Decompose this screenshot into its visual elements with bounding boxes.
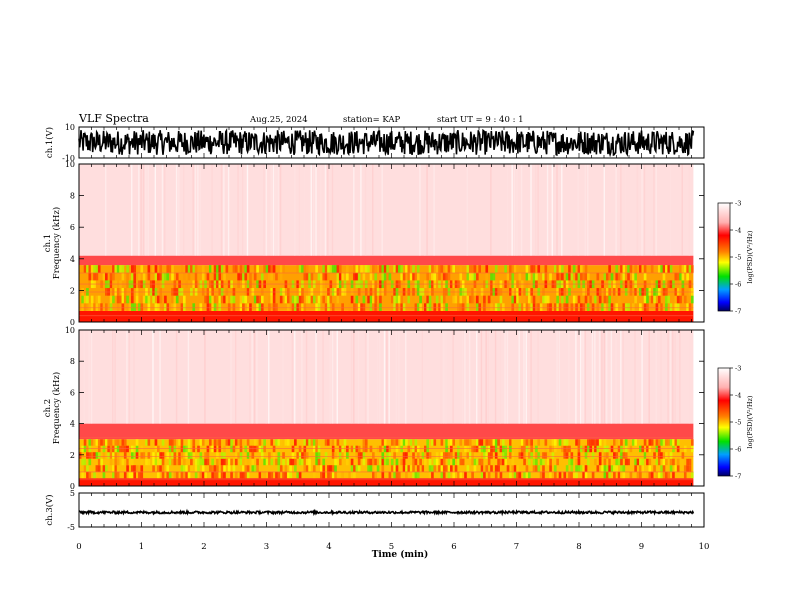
y-tick-label: 4	[70, 420, 75, 429]
ch1-wave-ylabel: ch.1(V)	[44, 127, 55, 158]
colorbar-tick-label: -5	[735, 419, 741, 427]
ch2-spec-band	[79, 423, 694, 440]
y-tick-label: 10	[65, 326, 75, 335]
x-axis-label: Time (min)	[372, 549, 429, 560]
colorbar-tick-label: -6	[735, 446, 741, 454]
y-tick-label: 2	[70, 451, 75, 460]
start-time-label: start UT = 9 : 40 : 1	[437, 115, 524, 125]
ch3-wave-ylabel: ch.3(V)	[44, 494, 55, 525]
ch1-spec-band	[79, 255, 694, 266]
ch1-colorbar-label: log(PSD)(V²/Hz)	[746, 230, 754, 283]
y-tick-label: 0	[70, 482, 75, 491]
colorbar-tick-label: -7	[735, 473, 741, 481]
x-tick-label: 6	[451, 542, 456, 552]
ch2-spec-ylabel: Frequency (kHz)	[51, 372, 62, 444]
colorbar-tick-label: -5	[735, 254, 741, 262]
ch2-colorbar: -3 -4 -5 -6 -7 log(PSD)(V²/Hz)	[717, 365, 754, 481]
y-tick-label: 0	[70, 318, 75, 327]
station-label: station= KAP	[343, 115, 401, 125]
y-tick-label: -5	[67, 523, 75, 532]
x-tick-label: 1	[139, 542, 144, 552]
ch1-spectrogram-panel: 0 2 4 6 8 10 ch.1 Frequency (kHz)	[43, 160, 705, 327]
colorbar-tick-label: -7	[735, 308, 741, 316]
x-tick-label: 9	[639, 542, 644, 552]
x-tick-label: 2	[201, 542, 206, 552]
y-tick-label: 8	[70, 357, 75, 366]
ch1-spec-channel-label: ch.1	[43, 234, 53, 252]
colorbar-tick-label: -3	[735, 200, 741, 208]
y-tick-label: 2	[70, 286, 75, 295]
y-tick-label: 5	[70, 489, 75, 498]
ch1-spec-band	[79, 164, 694, 256]
ch1-wave-trace	[78, 127, 695, 158]
y-tick-label: 10	[65, 160, 75, 169]
ch1-spec-band	[79, 310, 694, 322]
ch3-wave-trace	[78, 508, 695, 517]
ch3-wave-frame	[78, 492, 705, 528]
colorbar-tick-label: -4	[735, 392, 741, 400]
y-tick-label: 6	[70, 223, 75, 232]
time-axis: 0 1 2 3 4 5 6 7 8 9 10	[76, 542, 709, 552]
y-tick-label: 4	[70, 255, 75, 264]
ch1-colorbar: -3 -4 -5 -6 -7 log(PSD)(V²/Hz)	[717, 200, 754, 316]
figure-title: VLF Spectra	[78, 112, 149, 125]
ch1-colorbar-gradient	[717, 202, 731, 312]
x-tick-label: 10	[699, 542, 710, 552]
ch2-spec-channel-label: ch.2	[43, 399, 53, 417]
ch2-spectrogram-panel: 0 2 4 6 8 10 ch.2 Frequency (kHz)	[43, 326, 705, 491]
ch1-spec-ylabel: Frequency (kHz)	[51, 207, 62, 279]
x-tick-label: 3	[264, 542, 269, 552]
colorbar-tick-label: -3	[735, 365, 741, 373]
x-tick-label: 8	[576, 542, 581, 552]
y-tick-label: -10	[62, 154, 75, 163]
ch3-waveform-panel: 5 -5 ch.3(V)	[44, 489, 705, 532]
date-label: Aug.25, 2024	[249, 115, 308, 125]
y-tick-label: 10	[65, 123, 75, 132]
colorbar-tick-label: -6	[735, 281, 741, 289]
y-tick-label: 8	[70, 192, 75, 201]
colorbar-tick-label: -4	[735, 227, 741, 235]
x-tick-label: 5	[389, 542, 394, 552]
ch2-colorbar-label: log(PSD)(V²/Hz)	[746, 395, 754, 448]
ch2-colorbar-gradient	[717, 367, 731, 477]
y-tick-label: 6	[70, 388, 75, 397]
x-tick-label: 0	[76, 542, 81, 552]
x-tick-label: 4	[326, 542, 331, 552]
ch2-spec-band	[79, 478, 694, 486]
x-tick-label: 7	[514, 542, 519, 552]
ch1-waveform-panel: 10 -10 ch.1(V)	[44, 123, 705, 163]
